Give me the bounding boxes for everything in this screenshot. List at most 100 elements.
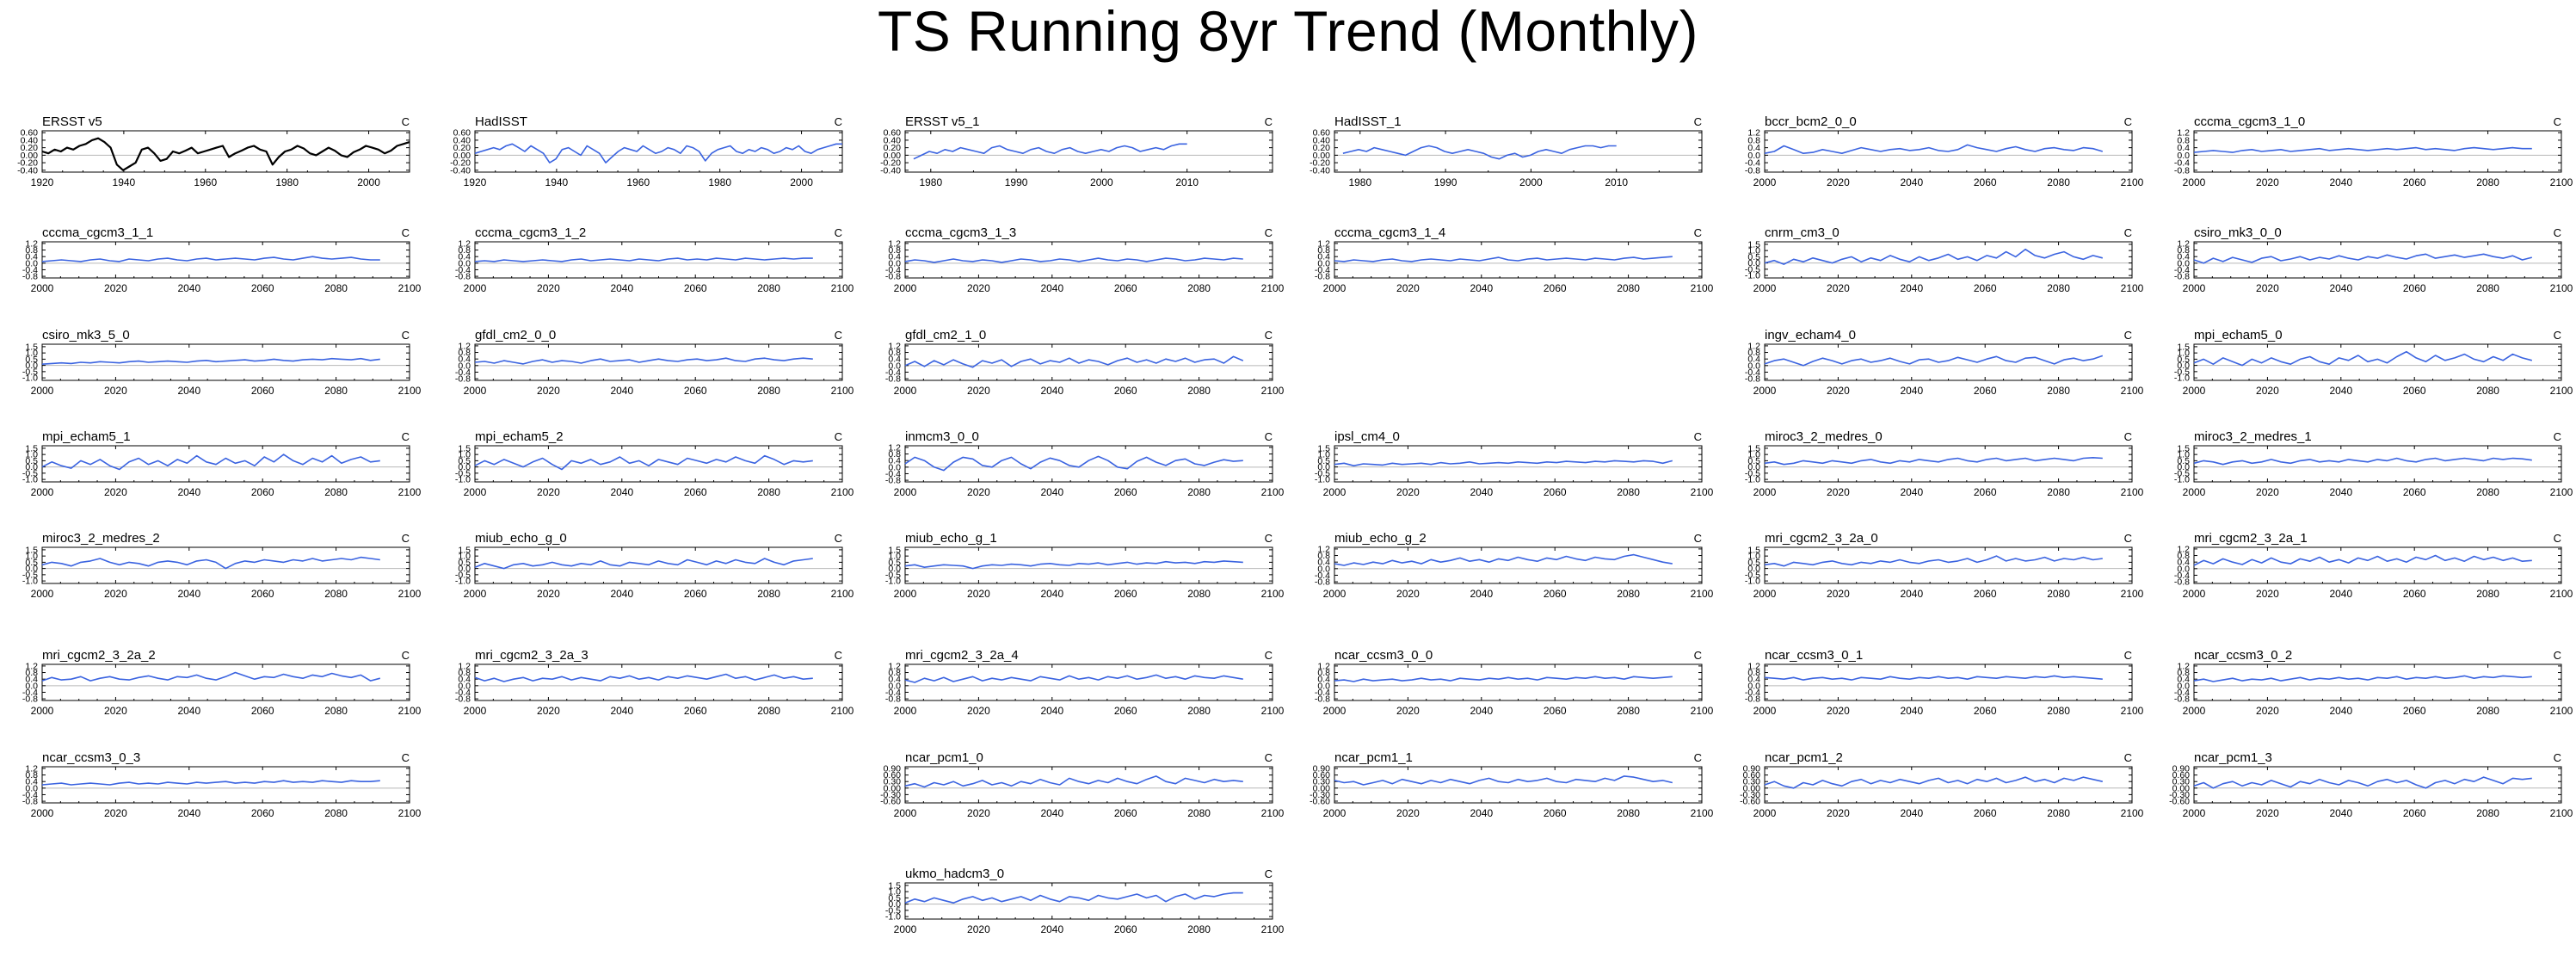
x-tick-label: 2080: [2047, 282, 2070, 294]
y-tick-label: 0.20: [453, 143, 471, 153]
x-tick-label: 2010: [1175, 176, 1199, 188]
x-tick-label: 2020: [967, 923, 990, 935]
x-tick-label: 2100: [1261, 807, 1285, 819]
x-tick-label: 2080: [757, 705, 780, 717]
y-tick-label: -0.30: [1740, 790, 1760, 800]
x-tick-label: 2020: [1827, 807, 1850, 819]
panel-unit: C: [1265, 649, 1273, 662]
x-tick-label: 2060: [1114, 807, 1137, 819]
panel-unit: C: [402, 115, 410, 128]
x-tick-label: 2040: [2329, 705, 2352, 717]
panel-unit: C: [1265, 226, 1273, 239]
series-line-csiro-mk3-0-0: [2193, 253, 2533, 264]
series-line-cccma-cgcm3-1-4: [1334, 256, 1673, 262]
y-tick-label: 0.0: [1317, 681, 1330, 691]
y-tick-label: 0.0: [888, 681, 901, 691]
x-tick-label: 2040: [610, 705, 633, 717]
panel-title: mpi_echam5_1: [42, 429, 131, 444]
x-tick-label: 2020: [2256, 807, 2279, 819]
panel-title: ncar_pcm1_1: [1334, 750, 1413, 765]
x-tick-label: 2100: [2121, 282, 2144, 294]
y-tick-label: 0.8: [458, 668, 471, 678]
x-tick-label: 2100: [831, 588, 854, 600]
y-tick-label: 1.5: [1747, 239, 1760, 250]
y-tick-label: -0.5: [2174, 367, 2190, 377]
x-tick-label: 2000: [31, 385, 54, 397]
x-tick-label: 2000: [1090, 176, 1113, 188]
panel-cccma-cgcm3-1-4: cccma_cgcm3_1_4 C 1.20.80.40.0-0.4-0.82000…: [1315, 225, 1714, 294]
panel-unit: C: [835, 430, 842, 443]
series-line-miub-echo-g-1: [904, 560, 1243, 570]
plot-frame: [474, 663, 843, 701]
x-tick-label: 2100: [1261, 923, 1285, 935]
y-tick-label: 0.0: [25, 361, 38, 371]
x-tick-label: 1940: [113, 176, 136, 188]
y-tick-label: 1.2: [25, 238, 38, 249]
x-tick-label: 2000: [464, 588, 487, 600]
series-line-ersst-v5: [41, 137, 410, 171]
panel-title: ERSST v5: [42, 114, 102, 129]
panel-title: miub_echo_g_2: [1334, 531, 1427, 546]
x-tick-label: 2000: [1519, 176, 1543, 188]
x-tick-label: 2060: [251, 705, 274, 717]
x-tick-label: 2040: [1900, 588, 1923, 600]
series-line-gfdl-cm2-0-0: [474, 357, 813, 365]
x-tick-label: 2040: [1040, 588, 1063, 600]
y-tick-label: 1.2: [2177, 661, 2190, 671]
panel-cccma-cgcm3-1-3: cccma_cgcm3_1_3 C 1.20.80.40.0-0.4-0.82000…: [885, 225, 1285, 294]
panel-unit: C: [835, 532, 842, 545]
plot-frame: [2193, 241, 2562, 279]
y-tick-label: 0.5: [25, 355, 38, 365]
y-tick-label: -0.30: [1310, 790, 1330, 800]
y-tick-label: -0.8: [1745, 374, 1760, 385]
y-tick-label: 0.0: [1747, 151, 1760, 161]
panel-title: cccma_cgcm3_1_4: [1334, 225, 1445, 240]
plot-frame: [474, 130, 843, 173]
y-tick-label: -0.8: [22, 272, 38, 282]
y-tick-label: -0.8: [885, 694, 901, 705]
x-tick-label: 2020: [104, 486, 127, 498]
y-tick-label: 0.4: [1747, 143, 1760, 153]
x-tick-label: 2060: [2403, 486, 2426, 498]
y-tick-label: 1.2: [888, 442, 901, 453]
panel-unit: C: [1265, 430, 1273, 443]
y-tick-label: 0.40: [21, 135, 39, 145]
y-tick-label: 0.0: [458, 258, 471, 268]
panel-title: HadISST_1: [1334, 114, 1402, 129]
y-tick-label: 0.5: [888, 893, 901, 904]
series-line-ukmo-hadcm3-0: [904, 892, 1243, 904]
panel-title: cccma_cgcm3_1_2: [475, 225, 586, 240]
y-tick-label: -0.8: [2174, 577, 2190, 588]
y-tick-label: -0.20: [450, 158, 471, 169]
x-tick-label: 2080: [1187, 705, 1211, 717]
panel-title: ncar_pcm1_0: [905, 750, 983, 765]
x-tick-label: 2000: [31, 282, 54, 294]
y-tick-label: -0.4: [885, 265, 901, 275]
series-line-hadisst-1: [1342, 145, 1617, 160]
series-line-ncar-pcm1-3: [2193, 776, 2532, 789]
panel-unit: C: [2554, 430, 2561, 443]
y-tick-label: 0.5: [25, 558, 38, 568]
x-tick-label: 2100: [2550, 282, 2573, 294]
y-tick-label: -0.8: [455, 694, 471, 705]
y-tick-label: -0.8: [2174, 165, 2190, 176]
plot-frame: [1764, 445, 2133, 483]
x-tick-label: 2080: [1617, 282, 1640, 294]
plot-frame: [904, 130, 1273, 173]
y-tick-label: 0.8: [888, 245, 901, 256]
x-tick-label: 2080: [1187, 486, 1211, 498]
plot-frame: [1334, 130, 1703, 173]
x-tick-label: 2020: [1396, 588, 1420, 600]
x-tick-label: 2100: [2550, 588, 2573, 600]
x-tick-label: 2020: [537, 385, 560, 397]
x-tick-label: 2100: [2550, 486, 2573, 498]
y-tick-label: 1.2: [1747, 128, 1760, 139]
panel-title: cccma_cgcm3_1_3: [905, 225, 1016, 240]
y-tick-label: 0.4: [2177, 675, 2190, 685]
x-tick-label: 1940: [545, 176, 569, 188]
